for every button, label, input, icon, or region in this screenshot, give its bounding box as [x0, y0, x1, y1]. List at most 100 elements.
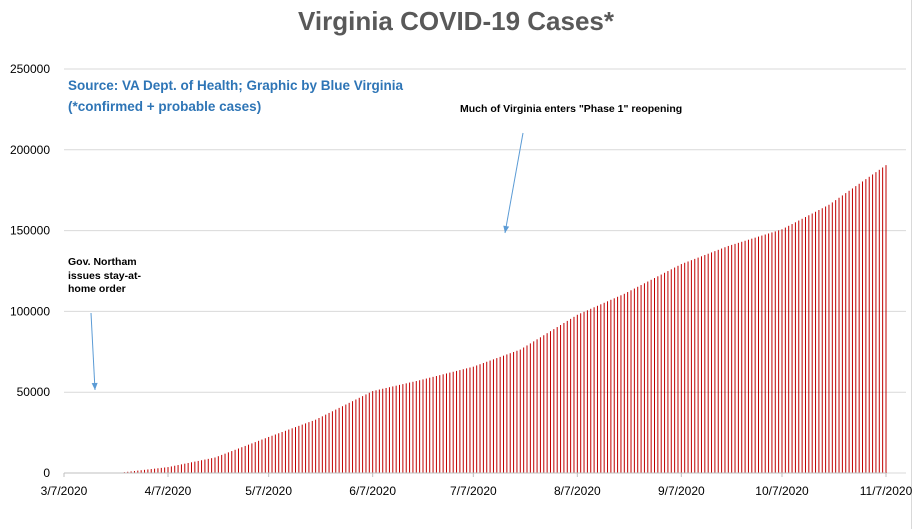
bar	[254, 442, 256, 473]
bar	[700, 256, 702, 473]
bar	[556, 327, 558, 473]
bar	[633, 288, 635, 473]
bar	[694, 258, 696, 473]
bar	[674, 267, 676, 473]
bar	[576, 314, 578, 473]
bar	[586, 310, 588, 473]
bar	[221, 454, 223, 473]
bar	[600, 304, 602, 473]
bar	[660, 274, 662, 473]
bar	[204, 459, 206, 473]
bar	[744, 240, 746, 473]
y-tick-label: 50000	[17, 385, 51, 399]
bar	[445, 373, 447, 473]
bar	[613, 298, 615, 473]
bar	[335, 409, 337, 473]
bar	[388, 387, 390, 473]
bar	[741, 241, 743, 473]
bar	[630, 290, 632, 473]
bar	[831, 202, 833, 474]
bar	[533, 341, 535, 473]
bar	[167, 467, 169, 473]
bar	[295, 427, 296, 473]
bar	[184, 463, 186, 473]
bar	[466, 368, 468, 473]
bar	[291, 428, 293, 473]
bar	[798, 220, 800, 473]
bar	[838, 197, 840, 473]
bar	[583, 311, 585, 473]
bar	[345, 404, 347, 473]
bar	[442, 374, 444, 473]
bar	[315, 419, 317, 473]
bar	[570, 318, 572, 473]
bar	[637, 286, 639, 473]
bar	[449, 372, 451, 473]
bar	[174, 465, 176, 473]
bar	[328, 412, 330, 473]
bar	[338, 407, 340, 473]
bar	[503, 355, 505, 473]
bar	[580, 313, 582, 473]
bar	[399, 384, 401, 473]
bar	[231, 451, 233, 473]
bar	[301, 424, 303, 473]
bar	[157, 468, 159, 473]
bar	[526, 345, 528, 473]
bar	[506, 354, 508, 473]
bar	[422, 379, 424, 473]
bar	[419, 380, 421, 473]
bar	[747, 239, 749, 473]
bar	[768, 233, 770, 473]
bar	[553, 329, 555, 473]
bar	[150, 469, 152, 473]
source-line-1: Source: VA Dept. of Health; Graphic by B…	[68, 78, 404, 93]
bar	[415, 381, 417, 473]
bar	[476, 365, 478, 473]
bar	[197, 460, 199, 473]
bar	[811, 213, 813, 473]
y-tick-label: 0	[43, 466, 50, 480]
gridlines	[64, 68, 906, 474]
bar	[610, 299, 612, 473]
x-tick-label: 3/7/2020	[41, 484, 88, 498]
bar	[751, 238, 753, 473]
bar	[650, 279, 652, 473]
bar	[241, 447, 243, 473]
bars	[66, 165, 887, 474]
bar	[848, 190, 850, 473]
bar	[170, 466, 172, 473]
bar	[137, 470, 139, 473]
bar	[201, 460, 203, 473]
bar	[818, 210, 820, 473]
bar	[268, 436, 270, 473]
bar	[325, 414, 327, 473]
bar	[348, 402, 350, 473]
bar	[687, 261, 689, 473]
bar	[721, 248, 723, 473]
bar	[405, 383, 407, 473]
bar	[828, 204, 830, 474]
bar	[261, 439, 263, 473]
bar	[321, 416, 323, 473]
bar	[432, 376, 434, 473]
bar	[469, 367, 471, 473]
bar	[664, 272, 666, 473]
bar	[821, 208, 823, 473]
bar	[549, 331, 551, 473]
bar	[711, 252, 713, 473]
bar	[774, 231, 776, 473]
bar	[825, 206, 827, 473]
bar	[164, 467, 166, 473]
bar	[234, 449, 236, 473]
bar	[284, 430, 286, 473]
bar	[758, 236, 760, 473]
bar	[489, 360, 491, 473]
bar	[878, 169, 880, 473]
bar	[479, 364, 481, 473]
bar	[482, 363, 484, 473]
bar	[147, 469, 149, 473]
bar	[603, 302, 605, 473]
bar	[435, 376, 437, 473]
